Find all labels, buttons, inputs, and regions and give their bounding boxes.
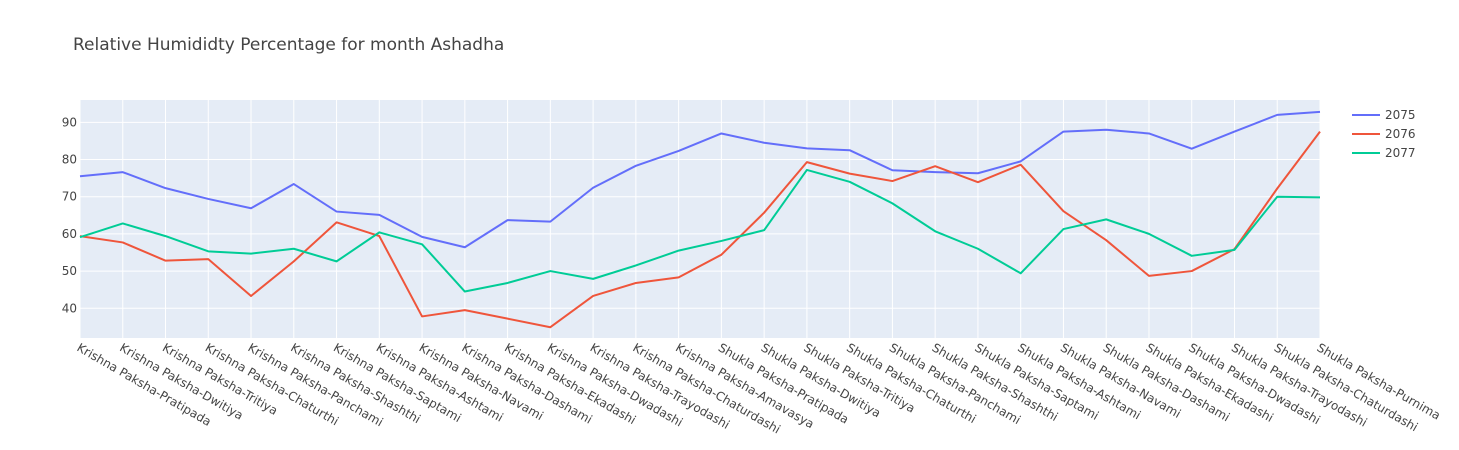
y-tick-label: 80: [62, 153, 77, 167]
y-tick-label: 70: [62, 190, 77, 204]
legend-label: 2075: [1385, 108, 1416, 122]
series-line-2075[interactable]: [79, 110, 1321, 249]
chart-title: Relative Humididty Percentage for month …: [73, 35, 504, 55]
series-line-2077[interactable]: [79, 168, 1321, 293]
legend-item-2075[interactable]: 2075: [1352, 108, 1416, 122]
legend-item-2077[interactable]: 2077: [1352, 146, 1416, 160]
legend-label: 2077: [1385, 146, 1416, 160]
y-axis-ticks: 40 50 60 70 80 90: [62, 115, 77, 315]
series-lines: [79, 110, 1321, 329]
series-line-2076[interactable]: [79, 131, 1321, 329]
y-tick-label: 40: [62, 301, 77, 315]
y-tick-label: 90: [62, 115, 77, 129]
legend-item-2076[interactable]: 2076: [1352, 127, 1416, 141]
legend[interactable]: 2075 2076 2077: [1352, 108, 1416, 160]
legend-label: 2076: [1385, 127, 1416, 141]
y-tick-label: 60: [62, 227, 77, 241]
y-tick-label: 50: [62, 264, 77, 278]
plot-background: [80, 100, 1320, 338]
